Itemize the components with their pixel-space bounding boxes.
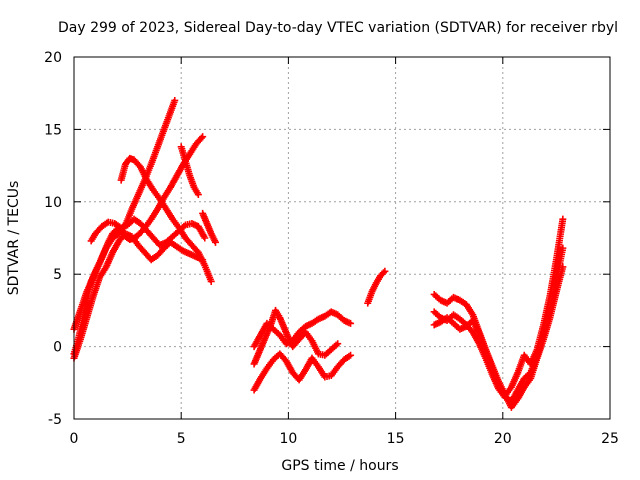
data-point — [559, 244, 567, 252]
data-point — [334, 340, 342, 348]
data-point — [347, 319, 355, 327]
data-point — [201, 234, 209, 242]
data-point — [194, 191, 202, 199]
data-point — [197, 134, 205, 142]
grid — [74, 57, 610, 419]
y-tick-label: 0 — [53, 340, 62, 356]
data-point — [171, 96, 179, 104]
x-tick-label: 10 — [279, 431, 297, 447]
series-track-11 — [364, 267, 389, 307]
plot-border — [73, 56, 611, 420]
data-point — [199, 133, 207, 141]
series-track-9 — [250, 306, 342, 368]
data-point — [381, 267, 389, 275]
x-tick-label: 0 — [70, 431, 79, 447]
data-point — [559, 263, 567, 271]
y-tick-label: -5 — [48, 412, 62, 428]
x-axis-label: GPS time / hours — [281, 458, 398, 474]
chart-title: Day 299 of 2023, Sidereal Day-to-day VTE… — [58, 20, 618, 36]
tick-labels: 0 5 10 15 20 25 -5 0 5 10 15 20 — [44, 50, 619, 447]
data-point — [212, 238, 220, 246]
series-track-5 — [117, 154, 215, 285]
series-track-14 — [430, 263, 567, 411]
x-tick-label: 5 — [177, 431, 186, 447]
series-track-3 — [70, 230, 207, 362]
data-points — [70, 96, 567, 411]
data-point — [347, 351, 355, 359]
y-tick-label: 20 — [44, 50, 62, 66]
x-tick-label: 15 — [387, 431, 405, 447]
data-point — [379, 269, 387, 277]
series-track-10 — [250, 350, 355, 394]
y-axis-label: SDTVAR / TECUs — [6, 181, 22, 296]
series-track-7 — [199, 209, 220, 246]
y-tick-label: 5 — [53, 267, 62, 283]
series-track-6 — [177, 143, 202, 199]
data-point — [207, 277, 215, 285]
x-tick-label: 20 — [494, 431, 512, 447]
x-tick-label: 25 — [601, 431, 619, 447]
y-tick-label: 15 — [44, 122, 62, 138]
data-point — [559, 215, 567, 223]
series-track-4 — [87, 215, 209, 249]
y-tick-label: 10 — [44, 195, 62, 211]
